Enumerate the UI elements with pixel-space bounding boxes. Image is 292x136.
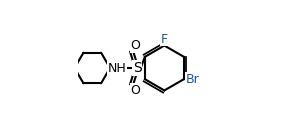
Text: S: S bbox=[133, 61, 142, 75]
Text: NH: NH bbox=[108, 61, 127, 75]
Text: O: O bbox=[130, 84, 140, 97]
Text: O: O bbox=[130, 39, 140, 52]
Text: F: F bbox=[161, 33, 168, 46]
Text: Br: Br bbox=[185, 73, 199, 86]
